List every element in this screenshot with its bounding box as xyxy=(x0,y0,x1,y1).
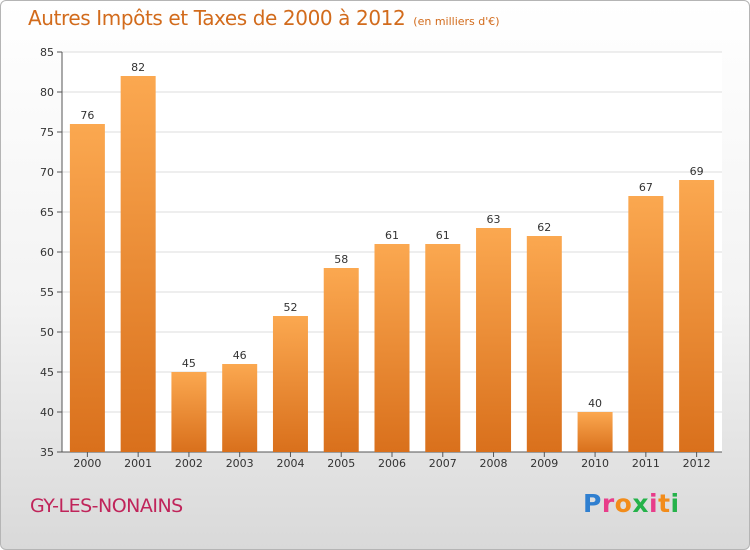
y-tick-label: 40 xyxy=(40,406,54,419)
bar-value-label: 58 xyxy=(334,253,348,266)
x-tick-label: 2012 xyxy=(683,457,711,470)
bar-value-label: 82 xyxy=(131,61,145,74)
y-tick-label: 75 xyxy=(40,126,54,139)
bar xyxy=(425,244,461,452)
x-tick-label: 2005 xyxy=(327,457,355,470)
bar-value-label: 67 xyxy=(639,181,653,194)
bar-value-label: 61 xyxy=(385,229,399,242)
chart-title: Autres Impôts et Taxes de 2000 à 2012 (en… xyxy=(28,6,500,30)
bar xyxy=(476,228,512,452)
x-tick-label: 2004 xyxy=(276,457,304,470)
x-tick-label: 2010 xyxy=(581,457,609,470)
y-tick-label: 55 xyxy=(40,286,54,299)
bar xyxy=(171,372,207,452)
bar-value-label: 61 xyxy=(436,229,450,242)
logo-letter: o xyxy=(614,489,633,518)
y-tick-label: 60 xyxy=(40,246,54,259)
bar-value-label: 63 xyxy=(487,213,501,226)
title-text: Autres Impôts et Taxes de 2000 à 2012 xyxy=(28,6,406,30)
x-tick-label: 2001 xyxy=(124,457,152,470)
bar xyxy=(272,316,308,452)
bar-value-label: 45 xyxy=(182,357,196,370)
x-tick-label: 2008 xyxy=(480,457,508,470)
unit-label: (en milliers d'€) xyxy=(413,15,500,28)
y-tick-label: 45 xyxy=(40,366,54,379)
bar xyxy=(374,244,410,452)
x-tick-label: 2000 xyxy=(73,457,101,470)
x-tick-label: 2007 xyxy=(429,457,457,470)
logo-letter: i xyxy=(670,489,680,518)
location-name: GY-LES-NONAINS xyxy=(30,495,183,517)
bar xyxy=(120,76,156,452)
bar xyxy=(679,180,715,452)
bar xyxy=(323,268,359,452)
y-tick-label: 85 xyxy=(40,46,54,59)
logo-letter: t xyxy=(658,489,671,518)
bar-value-label: 52 xyxy=(283,301,297,314)
logo-letter: P xyxy=(583,489,602,518)
logo-letter: r xyxy=(601,489,615,518)
y-tick-label: 50 xyxy=(40,326,54,339)
logo-letter: i xyxy=(649,489,659,518)
bar-value-label: 62 xyxy=(537,221,551,234)
bar-value-label: 76 xyxy=(80,109,94,122)
bar-value-label: 46 xyxy=(233,349,247,362)
y-tick-label: 65 xyxy=(40,206,54,219)
x-tick-label: 2003 xyxy=(226,457,254,470)
y-tick-label: 35 xyxy=(40,446,54,459)
y-tick-label: 80 xyxy=(40,86,54,99)
bar xyxy=(69,124,105,452)
bar xyxy=(222,364,258,452)
bar-value-label: 40 xyxy=(588,397,602,410)
x-tick-label: 2011 xyxy=(632,457,660,470)
logo-letter: x xyxy=(632,489,649,518)
x-tick-label: 2009 xyxy=(530,457,558,470)
x-tick-label: 2006 xyxy=(378,457,406,470)
bar xyxy=(577,412,613,452)
x-tick-label: 2002 xyxy=(175,457,203,470)
bar xyxy=(526,236,562,452)
proxiti-logo: Proxiti xyxy=(583,489,680,518)
bar-value-label: 69 xyxy=(690,165,704,178)
y-tick-label: 70 xyxy=(40,166,54,179)
bar xyxy=(628,196,664,452)
